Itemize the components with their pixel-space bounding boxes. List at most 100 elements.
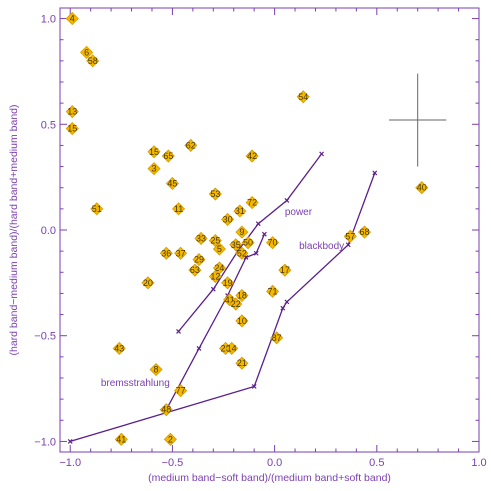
data-point-marker <box>225 341 239 355</box>
data-point-label: 12 <box>210 272 220 282</box>
model-marker-stroke <box>261 231 267 237</box>
model-marker-stroke <box>251 384 257 389</box>
data-point: 41 <box>114 432 128 446</box>
data-point-label: 31 <box>235 206 245 216</box>
data-point-marker <box>357 225 372 239</box>
data-point-marker <box>208 269 222 284</box>
data-point-marker <box>229 297 243 311</box>
data-point: 68 <box>357 225 372 239</box>
data-point: 51 <box>90 202 104 216</box>
data-point: 72 <box>245 195 259 210</box>
data-point-marker <box>270 331 284 345</box>
data-point-label: 48 <box>161 405 171 415</box>
data-point-label: 72 <box>247 198 257 208</box>
model-curve-blackbody <box>165 233 265 411</box>
model-curve-marker-bremsstrahlung <box>345 242 351 248</box>
y-tick-label: −0.5 <box>34 331 56 343</box>
data-point: 42 <box>245 149 259 163</box>
annotation-bremsstrahlung: bremsstrahlung <box>101 378 170 389</box>
data-point-label: 21 <box>237 358 247 368</box>
y-tick-label: 0.0 <box>41 225 56 237</box>
annotation-blackbody: blackbody <box>299 241 344 252</box>
data-point-marker <box>266 284 280 298</box>
x-tick-label: −1.0 <box>59 457 81 469</box>
data-point: 36 <box>159 246 173 260</box>
data-point: 3 <box>147 162 161 176</box>
model-curve-marker-blackbody <box>253 250 259 256</box>
data-point-label: 63 <box>190 265 200 275</box>
data-point-label: 70 <box>268 238 278 248</box>
data-point: 70 <box>266 236 280 250</box>
data-point: 35 <box>229 238 243 252</box>
model-curve-marker-bremsstrahlung <box>67 439 73 444</box>
data-point: 21 <box>235 356 249 370</box>
data-point-marker <box>114 432 128 446</box>
data-point-label: 57 <box>345 231 355 241</box>
data-point: 2 <box>163 432 177 446</box>
data-point-label: 41 <box>225 295 235 305</box>
data-point: 58 <box>86 54 100 68</box>
model-curve-marker-bremsstrahlung <box>284 299 290 305</box>
data-point-label: 52 <box>237 248 247 258</box>
y-tick-label: −1.0 <box>34 436 56 448</box>
data-point: 62 <box>184 138 198 152</box>
model-marker-stroke <box>67 439 73 444</box>
model-marker-stroke <box>284 299 290 305</box>
data-point: 57 <box>343 229 357 243</box>
data-point-marker <box>149 362 163 377</box>
data-point: 63 <box>188 263 202 277</box>
model-curve-marker-blackbody <box>196 345 202 351</box>
model-marker-stroke <box>196 345 202 351</box>
data-point-marker <box>159 246 173 260</box>
data-point-marker <box>174 384 188 398</box>
model-curve-marker-power <box>255 221 261 227</box>
data-point-marker <box>278 263 292 277</box>
data-point-marker <box>235 246 249 260</box>
data-point: 12 <box>208 269 222 284</box>
model-curve-marker-power <box>284 197 290 203</box>
data-point-marker <box>184 138 198 152</box>
x-tick-label: 0.5 <box>369 457 384 469</box>
data-point: 40 <box>415 181 429 195</box>
data-point-label: 45 <box>167 178 177 188</box>
data-point: 15 <box>65 121 79 136</box>
data-point-label: 33 <box>196 233 206 243</box>
data-point: 45 <box>165 176 179 191</box>
data-point-marker <box>229 238 243 252</box>
data-point-marker <box>194 231 208 246</box>
data-point-marker <box>221 212 235 226</box>
data-point-label: 5 <box>217 244 222 254</box>
data-point-marker <box>65 121 79 136</box>
data-point: 19 <box>221 276 235 290</box>
x-tick-label: −0.5 <box>162 457 184 469</box>
data-point-label: 42 <box>247 151 257 161</box>
data-point: 17 <box>278 263 292 277</box>
data-point-label: 10 <box>237 316 247 326</box>
data-point-marker <box>208 187 222 201</box>
data-point: 5 <box>212 242 226 256</box>
model-marker-stroke <box>176 329 181 334</box>
data-point-label: 50 <box>243 238 253 248</box>
model-marker-stroke <box>243 255 249 260</box>
data-point-label: 2 <box>168 434 173 444</box>
data-point-label: 19 <box>223 278 233 288</box>
annotations-group: power blackbody bremsstrahlung <box>101 207 344 389</box>
data-point-label: 25 <box>210 236 220 246</box>
data-point-label: 58 <box>88 56 98 66</box>
data-point: 29 <box>192 253 206 267</box>
data-point-marker <box>235 225 249 239</box>
annotation-power: power <box>285 207 313 218</box>
data-point-marker <box>235 288 249 303</box>
model-curve-marker-bremsstrahlung <box>280 305 286 311</box>
data-point: 11 <box>171 202 186 216</box>
model-curves-group <box>67 151 378 444</box>
data-point-label: 43 <box>114 343 124 353</box>
data-point: 14 <box>225 341 239 355</box>
data-point-label: 35 <box>231 240 241 250</box>
data-point-label: 6 <box>84 47 89 57</box>
data-point: 37 <box>174 246 188 260</box>
data-point: 54 <box>296 90 310 104</box>
data-point-marker <box>174 246 188 260</box>
